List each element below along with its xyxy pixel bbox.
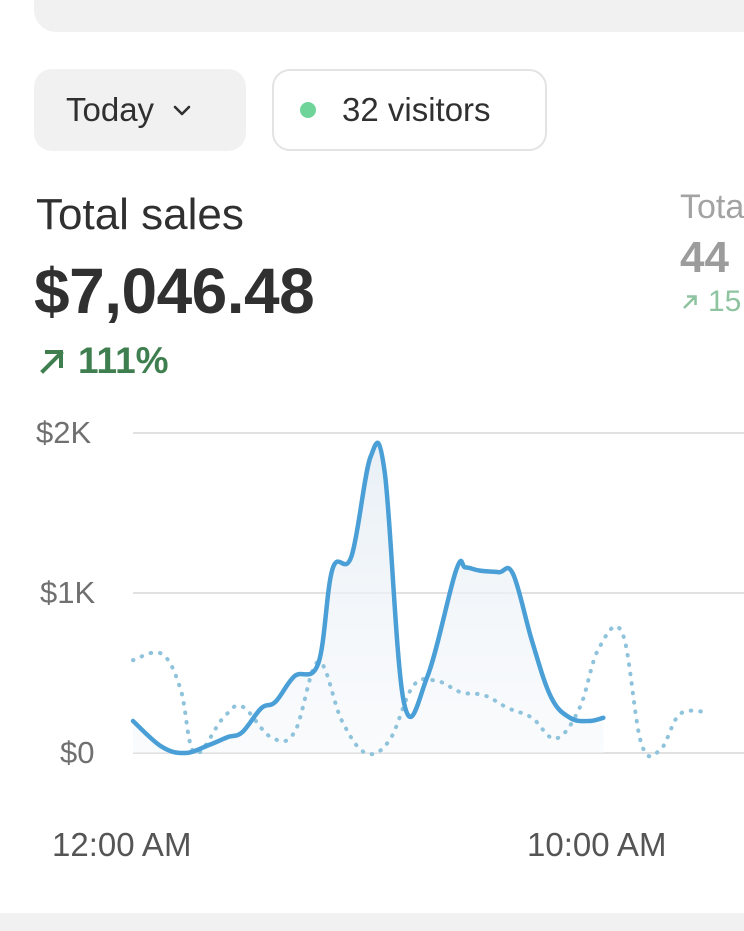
metric-value: $7,046.48 [34, 255, 315, 327]
arrow-up-right-icon [683, 295, 697, 309]
metric-change: 111% [36, 340, 169, 382]
previous-card [34, 0, 744, 32]
metric-label: Total sales [36, 190, 244, 239]
sales-series-line [130, 440, 606, 756]
side-metric-label: Tota [680, 188, 744, 226]
chevron-down-icon [170, 98, 194, 122]
date-range-label: Today [66, 91, 155, 128]
y-tick-label: $1K [40, 575, 96, 610]
x-tick-label: 10:00 AM [527, 826, 667, 863]
sales-area-fill [133, 442, 604, 754]
visitors-label: 32 visitors [342, 91, 491, 128]
y-tick-label: $0 [60, 735, 95, 770]
side-metric-value: 44 [680, 233, 729, 282]
date-range-button[interactable]: Today [34, 69, 246, 151]
metric-change-value: 111% [78, 340, 169, 381]
side-metric-change: 15 [680, 285, 744, 319]
arrow-up-right-icon [40, 350, 64, 374]
live-status-dot [300, 102, 316, 118]
side-metric-card[interactable]: Tota 44 15 [680, 188, 744, 319]
bottom-divider [0, 913, 744, 931]
side-metric-change-value: 15 [708, 285, 742, 318]
live-visitors-button[interactable]: 32 visitors [272, 69, 547, 151]
y-tick-label: $2K [36, 415, 92, 450]
x-tick-label: 12:00 AM [52, 826, 192, 863]
